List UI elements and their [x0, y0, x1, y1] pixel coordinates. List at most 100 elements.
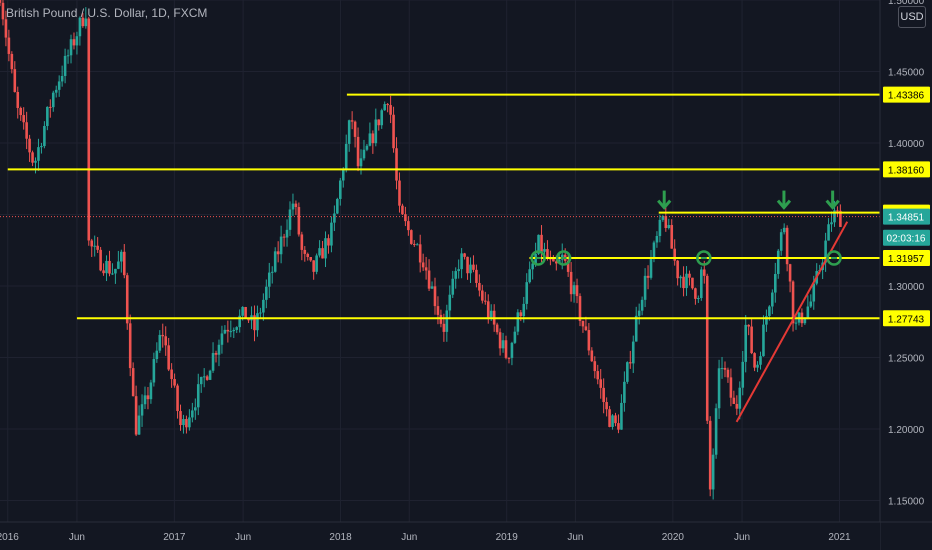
candle-body [176, 385, 179, 412]
level-price-tag: 1.27743 [888, 314, 925, 325]
candle-body [738, 387, 742, 409]
candle-body [824, 240, 827, 263]
candle-body [513, 331, 517, 343]
candle-body [0, 0, 2, 3]
candle-body [735, 403, 739, 409]
candle-body [321, 248, 324, 259]
candle-body [108, 260, 111, 274]
candle-body [433, 286, 437, 307]
candle-body [359, 158, 363, 167]
candle-body [608, 409, 611, 427]
candle-body [478, 282, 481, 291]
candle-body [140, 404, 144, 416]
candle-body [270, 271, 274, 273]
candle-body [111, 273, 114, 275]
candle-body [40, 146, 43, 148]
candle-body [812, 283, 816, 302]
candle-body [670, 225, 674, 249]
candle-body [584, 326, 588, 331]
candle-body [658, 219, 662, 237]
price-axis-panel [880, 0, 932, 550]
candle-body [46, 106, 49, 126]
candle-body [170, 369, 173, 380]
candle-body [643, 275, 647, 300]
arrow-head [776, 199, 792, 210]
y-tick-label: 1.50000 [888, 0, 925, 7]
candle-body [773, 273, 777, 293]
candle-body [31, 152, 34, 163]
candle-body [102, 270, 105, 274]
candle-body [771, 292, 774, 307]
candle-body [217, 344, 221, 355]
candle-body [202, 376, 206, 378]
candle-body [371, 133, 375, 144]
candle-body [25, 122, 28, 139]
candle-body [691, 277, 694, 289]
candle-body [424, 267, 428, 271]
arrow-head [825, 199, 840, 210]
candle-body [81, 17, 85, 27]
candle-body [60, 75, 64, 82]
candle-body [697, 298, 700, 300]
candle-body [667, 225, 671, 228]
candle-body [155, 350, 159, 360]
candle-body [300, 234, 304, 250]
current-price-tag-bg [883, 208, 930, 225]
candle-body [173, 379, 176, 386]
candle-body [404, 214, 407, 222]
candle-body [191, 410, 194, 418]
candle-body [726, 369, 730, 378]
candle-body [457, 269, 460, 272]
candle-body [19, 107, 23, 116]
candle-body [791, 281, 795, 324]
candle-body [401, 205, 404, 215]
level-price-tag-bg [883, 310, 930, 327]
touch-circle-marker [826, 250, 842, 266]
candle-body [356, 136, 360, 167]
candle-body [344, 143, 348, 170]
candle-body [303, 249, 307, 254]
candle-body [472, 264, 475, 270]
candle-body [546, 249, 549, 259]
candle-body [164, 336, 168, 346]
candle-body [578, 296, 582, 321]
candle-body [196, 384, 200, 408]
candle-body [122, 251, 126, 276]
candle-body [575, 285, 579, 297]
arrow-head [657, 199, 672, 210]
candle-body [54, 89, 58, 93]
candle-body [688, 273, 691, 278]
candle-body [540, 234, 543, 252]
candle-body [679, 276, 682, 279]
candle-body [380, 110, 384, 126]
candle-body [34, 160, 37, 163]
candle-body [486, 301, 490, 318]
candle-body [37, 147, 40, 161]
candle-body [655, 236, 659, 243]
down-arrow-icon [825, 190, 840, 210]
candle-body [43, 125, 46, 147]
touch-circle-marker [696, 250, 712, 266]
currency-button[interactable]: USD [898, 6, 926, 28]
down-arrow-icon [776, 190, 792, 210]
time-axis-panel [0, 522, 880, 550]
candle-body [90, 240, 94, 247]
candle-body [96, 245, 99, 250]
candle-body [581, 320, 585, 327]
candle-body [256, 313, 259, 331]
candle-body [531, 263, 534, 270]
y-tick-label: 1.40000 [888, 139, 925, 150]
candle-body [489, 310, 493, 318]
touch-circle-marker [530, 250, 546, 266]
level-price-tag: 1.31957 [888, 254, 925, 265]
candle-body [120, 251, 123, 262]
candle-body [214, 353, 218, 355]
x-tick-label: Jun [401, 532, 417, 543]
candle-body [827, 224, 830, 241]
candle-body [809, 301, 813, 307]
candle-body [617, 423, 620, 430]
candle-body [495, 324, 499, 333]
candle-body [543, 249, 546, 252]
candle-body [93, 245, 96, 247]
